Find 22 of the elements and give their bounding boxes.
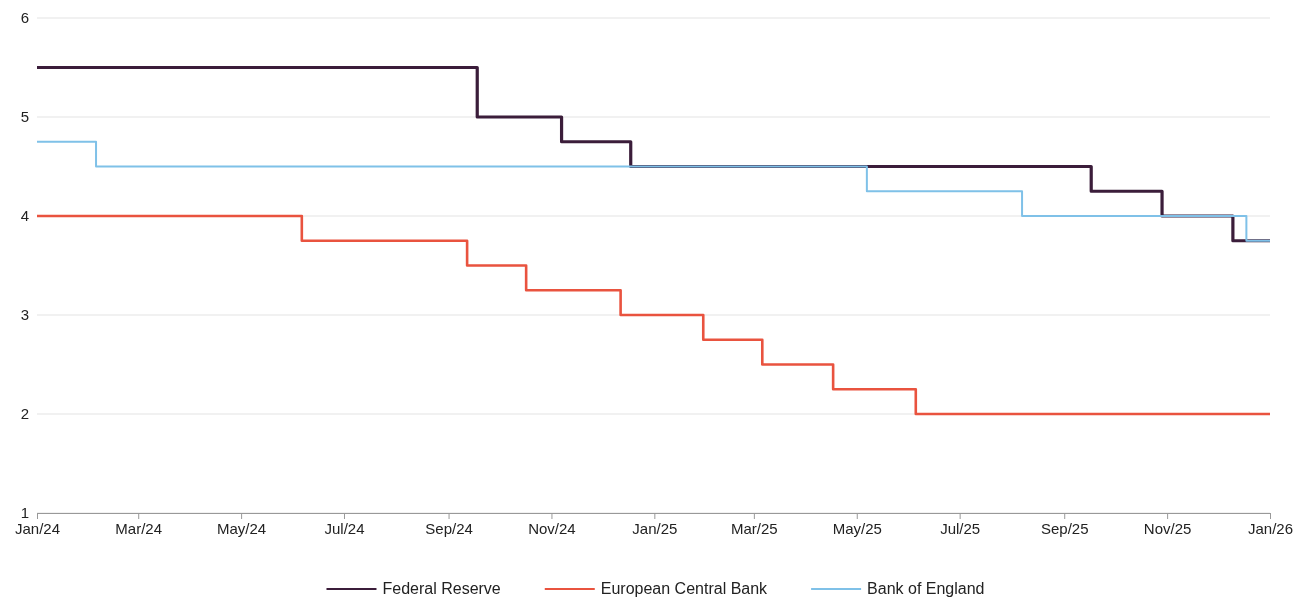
x-tick-label: Jul/25 [940,519,981,537]
x-tick-label: Jan/24 [14,519,61,537]
x-tick-label: Sep/25 [1040,519,1089,537]
x-tick-label: Jan/25 [632,519,678,537]
x-tick-label: Nov/25 [1143,519,1192,537]
y-tick-label: 3 [20,306,29,324]
x-tick-label: Nov/24 [528,519,576,537]
y-tick-label: 2 [20,405,29,423]
legend-label: European Central Bank [600,580,769,597]
x-tick-label: Mar/24 [115,519,163,537]
y-tick-label: 1 [20,504,29,522]
x-tick-label: Jan/26 [1247,519,1294,537]
y-tick-label: 5 [20,108,29,126]
x-tick-label: Mar/25 [731,519,778,537]
x-tick-label: Jul/24 [324,519,365,537]
x-tick-label: May/25 [832,519,882,537]
y-tick-label: 4 [20,207,29,225]
x-tick-label: Sep/24 [425,519,473,537]
legend-label: Bank of England [867,580,985,597]
x-tick-label: May/24 [216,519,267,537]
legend-label: Federal Reserve [382,580,501,597]
y-tick-label: 6 [20,9,29,27]
